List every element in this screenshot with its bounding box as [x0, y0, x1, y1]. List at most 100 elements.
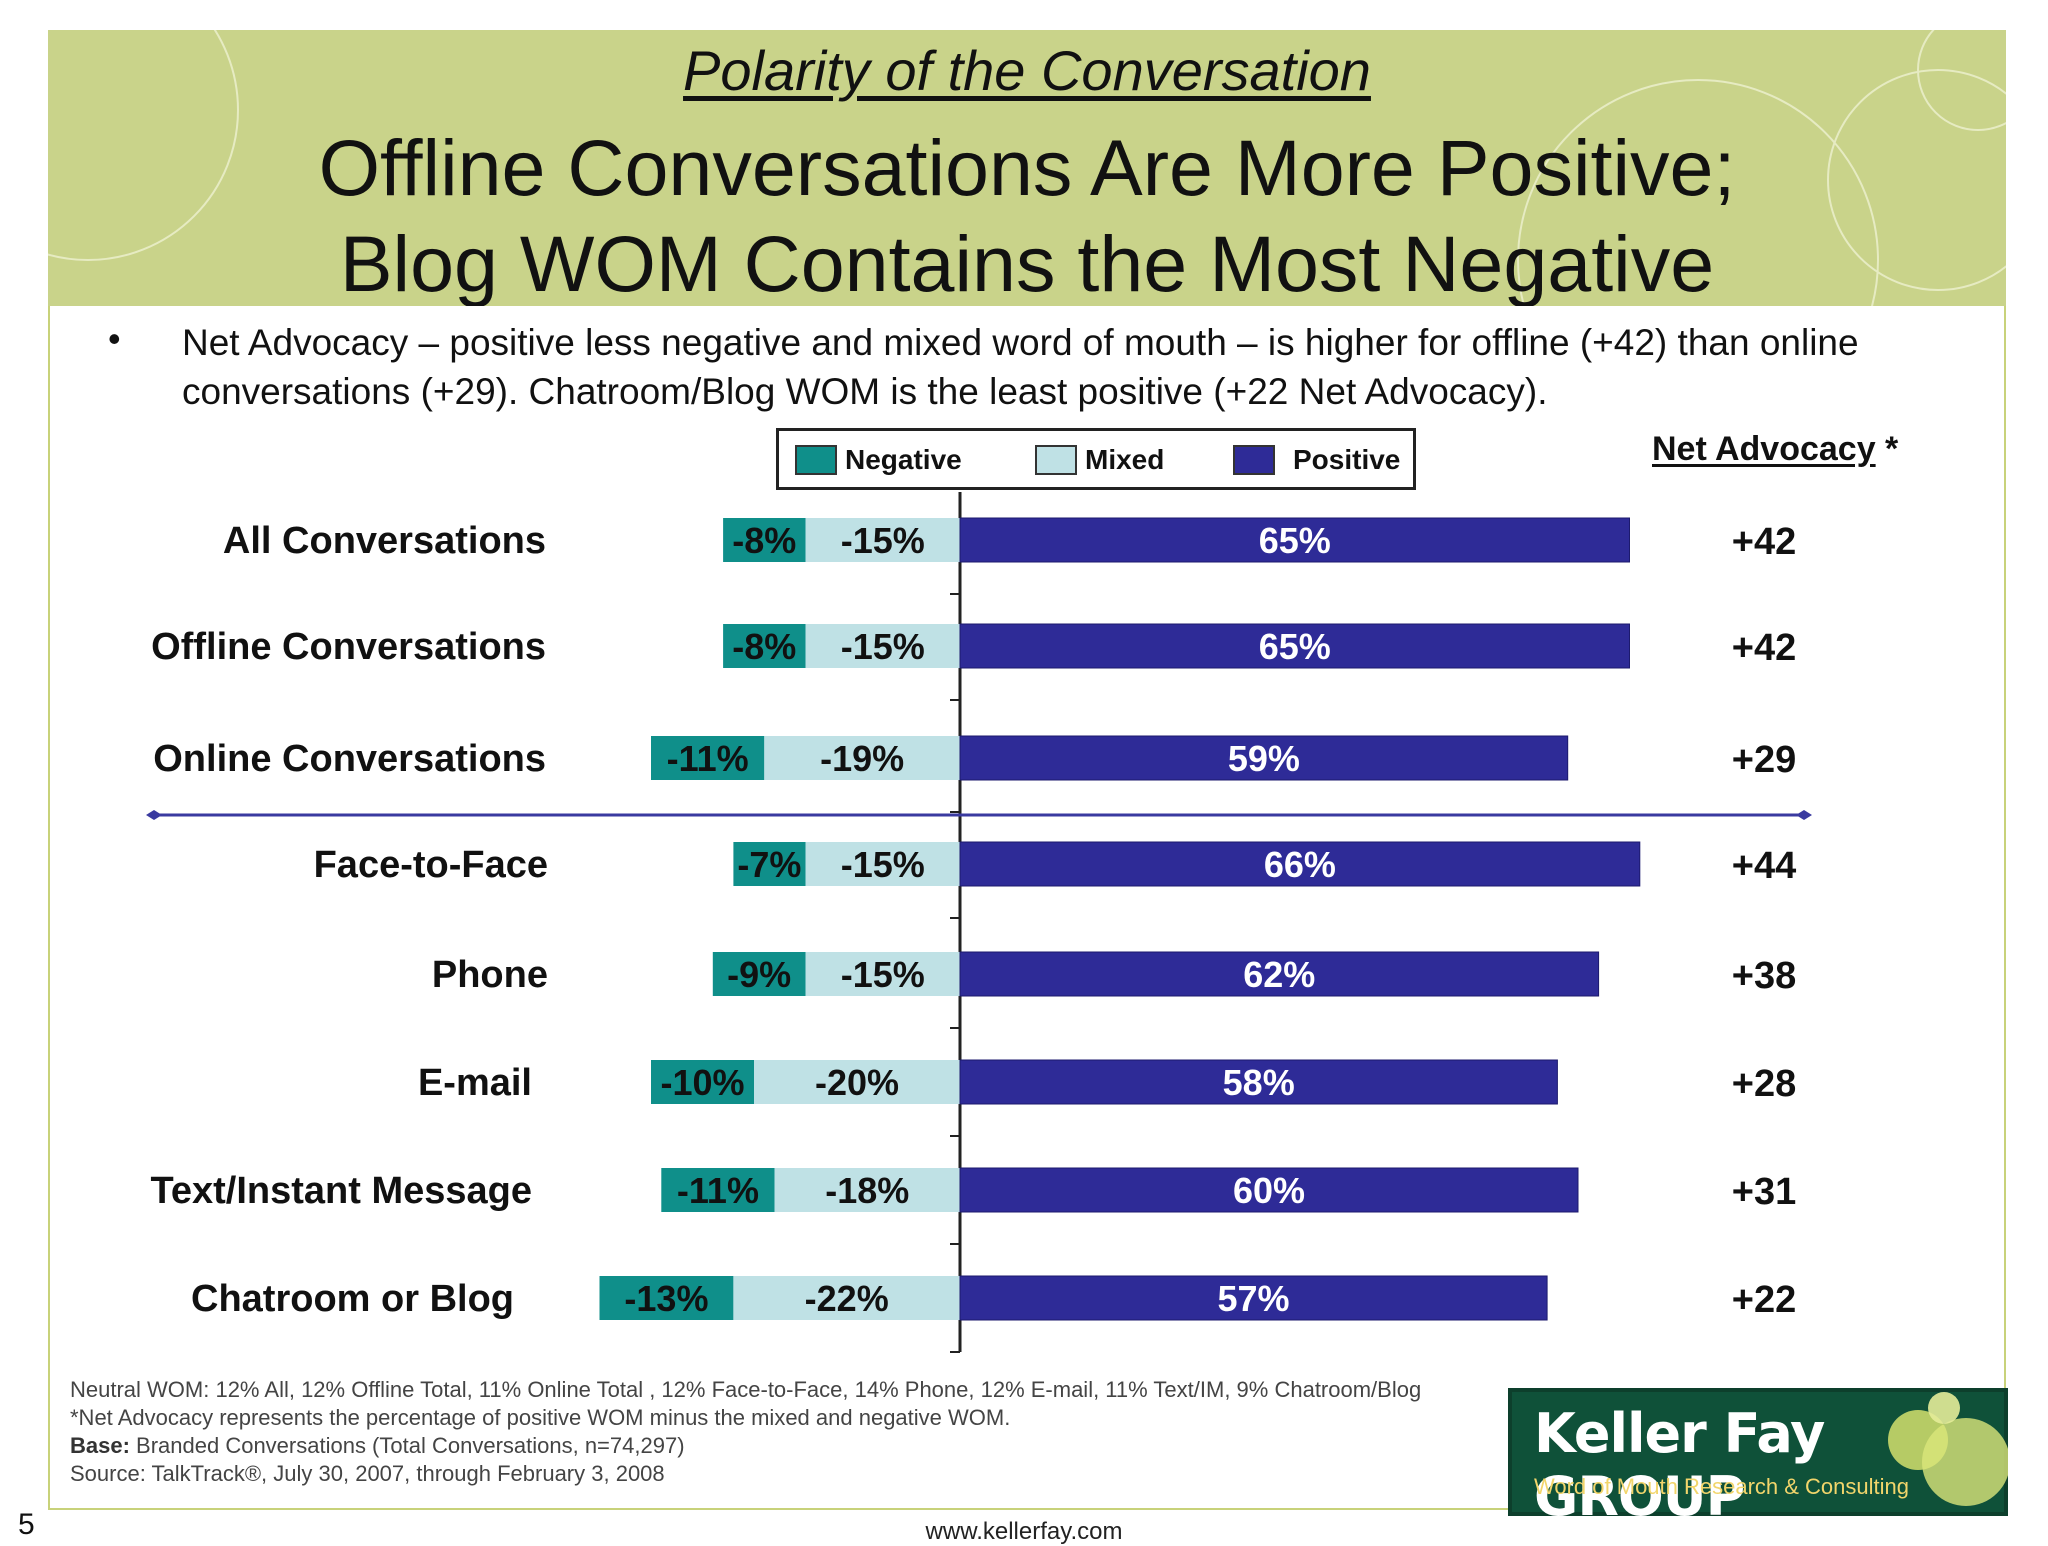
- legend-item-negative: Negative: [795, 443, 962, 477]
- bar-negative: [599, 1276, 734, 1320]
- net-advocacy-header-label: Net Advocacy: [1652, 430, 1876, 468]
- legend-label-positive: Positive: [1293, 444, 1401, 475]
- net-advocacy-header-suffix: *: [1875, 430, 1899, 468]
- net-advocacy-value: +31: [1732, 1171, 1796, 1213]
- data-label-mixed: -15%: [841, 626, 925, 667]
- page-number: 5: [18, 1508, 35, 1541]
- data-label-mixed: -15%: [841, 954, 925, 995]
- category-label: Offline Conversations: [151, 626, 546, 668]
- separator-end-marker: [1796, 810, 1812, 820]
- bar-mixed: [733, 1276, 960, 1320]
- net-advocacy-value: +42: [1732, 627, 1796, 669]
- bar-negative: [733, 842, 806, 886]
- category-label: Phone: [432, 954, 548, 996]
- separator-end-marker: [146, 810, 162, 820]
- data-label-negative: -8%: [732, 626, 796, 667]
- bar-mixed: [805, 842, 960, 886]
- logo-tagline: Word of Mouth Research & Consulting: [1534, 1474, 1909, 1499]
- bar-mixed: [805, 518, 960, 562]
- bar-mixed: [774, 1168, 960, 1212]
- net-advocacy-header: Net Advocacy *: [1652, 430, 1898, 469]
- legend-swatch-negative: [795, 445, 837, 475]
- category-label: Chatroom or Blog: [191, 1278, 514, 1320]
- footnote-base-label: Base:: [70, 1433, 130, 1458]
- bar-positive: [959, 951, 1600, 997]
- stacked-bar-chart: -8% -15% 65% All Conversations +42 -8% -15% 65%…: [146, 492, 1812, 1353]
- data-label-positive: 65%: [1259, 626, 1331, 667]
- bar-positive: [959, 735, 1569, 781]
- category-label: Text/Instant Message: [150, 1170, 532, 1212]
- bullet-marker: •: [108, 318, 121, 359]
- data-label-positive: 57%: [1218, 1278, 1290, 1319]
- slide-subtitle: Polarity of the Conversation: [683, 39, 1371, 102]
- legend-item-positive: Positive: [1233, 443, 1400, 477]
- data-label-positive: 59%: [1228, 738, 1300, 779]
- data-label-mixed: -19%: [820, 738, 904, 779]
- footnotes: Neutral WOM: 12% All, 12% Offline Total,…: [70, 1376, 1421, 1488]
- header-band: Polarity of the Conversation Offline Con…: [48, 30, 2006, 306]
- bar-mixed: [805, 624, 960, 668]
- data-label-positive: 58%: [1223, 1062, 1295, 1103]
- data-label-positive: 62%: [1243, 954, 1315, 995]
- legend-swatch-mixed: [1035, 445, 1077, 475]
- chart-legend: Negative Mixed Positive: [776, 428, 1416, 490]
- net-advocacy-value: +28: [1732, 1063, 1796, 1105]
- title-line-2: Blog WOM Contains the Most Negative: [339, 219, 1715, 306]
- bar-negative: [651, 736, 765, 780]
- bar-positive: [959, 1059, 1558, 1105]
- keller-fay-logo: Keller Fay GROUP Word of Mouth Research …: [1508, 1388, 2008, 1528]
- bar-negative: [661, 1168, 775, 1212]
- category-label: All Conversations: [223, 520, 546, 562]
- legend-label-negative: Negative: [845, 444, 962, 475]
- legend-label-mixed: Mixed: [1085, 444, 1165, 475]
- data-label-mixed: -20%: [815, 1062, 899, 1103]
- bar-negative: [712, 952, 806, 996]
- data-label-mixed: -15%: [841, 520, 925, 561]
- footnote-base-text: Branded Conversations (Total Conversatio…: [129, 1433, 685, 1458]
- data-label-negative: -9%: [727, 954, 791, 995]
- net-advocacy-value: +29: [1732, 739, 1796, 781]
- legend-item-mixed: Mixed: [1035, 443, 1164, 477]
- bar-positive: [959, 517, 1630, 563]
- category-label: E-mail: [418, 1062, 532, 1104]
- data-label-positive: 65%: [1259, 520, 1331, 561]
- logo-circles-icon: [1888, 1392, 2008, 1506]
- legend-swatch-positive: [1233, 445, 1275, 475]
- data-label-negative: -11%: [667, 738, 749, 779]
- footnote-base: Base: Branded Conversations (Total Conve…: [70, 1432, 1421, 1460]
- bar-negative: [651, 1060, 754, 1104]
- data-label-negative: -11%: [677, 1170, 759, 1211]
- title-line-1: Offline Conversations Are More Positive;: [318, 123, 1736, 212]
- data-label-mixed: -15%: [841, 844, 925, 885]
- data-label-mixed: -18%: [825, 1170, 909, 1211]
- net-advocacy-value: +22: [1732, 1279, 1796, 1321]
- net-advocacy-value: +38: [1732, 955, 1796, 997]
- bar-positive: [959, 623, 1630, 669]
- category-label: Face-to-Face: [314, 844, 548, 886]
- footnote-source: Source: TalkTrack®, July 30, 2007, throu…: [70, 1461, 665, 1486]
- bar-negative: [723, 518, 806, 562]
- category-label: Online Conversations: [153, 738, 546, 780]
- logo-name: Keller Fay GROUP: [1534, 1402, 1825, 1528]
- net-advocacy-value: +44: [1732, 845, 1796, 887]
- bar-negative: [723, 624, 806, 668]
- data-label-negative: -8%: [732, 520, 796, 561]
- website-url: www.kellerfay.com: [925, 1518, 1123, 1545]
- data-label-positive: 66%: [1264, 844, 1336, 885]
- footnote-neutral: Neutral WOM: 12% All, 12% Offline Total,…: [70, 1377, 1422, 1402]
- bar-positive: [959, 841, 1641, 887]
- decorative-circles: [48, 30, 2006, 306]
- data-label-negative: -13%: [624, 1278, 708, 1319]
- bar-mixed: [754, 1060, 960, 1104]
- data-label-mixed: -22%: [805, 1278, 889, 1319]
- bar-positive: [959, 1275, 1548, 1321]
- slide-title: Offline Conversations Are More Positive;…: [48, 120, 2006, 306]
- footnote-net-definition: *Net Advocacy represents the percentage …: [70, 1405, 1011, 1430]
- bullet-text: Net Advocacy – positive less negative an…: [182, 322, 1859, 412]
- data-label-negative: -7%: [737, 844, 801, 885]
- data-label-negative: -10%: [660, 1062, 744, 1103]
- bar-mixed: [764, 736, 960, 780]
- bar-mixed: [805, 952, 960, 996]
- net-advocacy-value: +42: [1732, 521, 1796, 563]
- data-label-positive: 60%: [1233, 1170, 1305, 1211]
